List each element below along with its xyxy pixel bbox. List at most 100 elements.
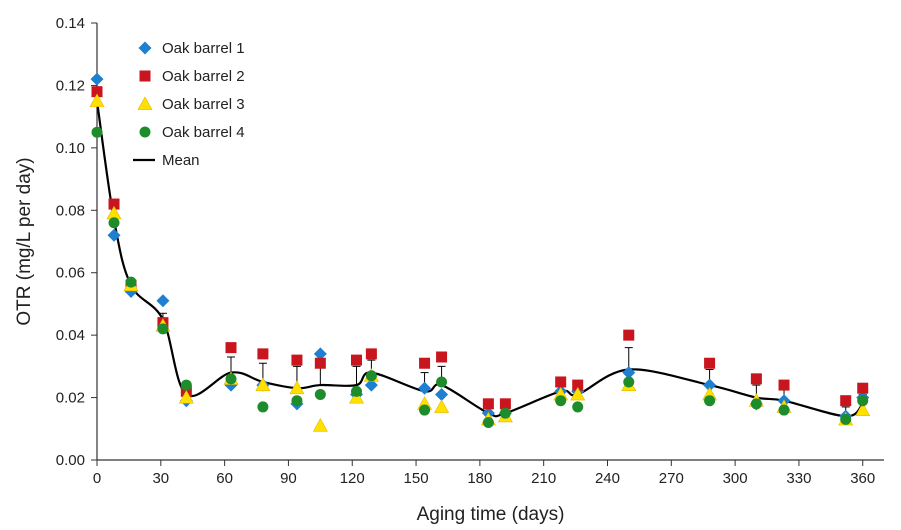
data-point [350,354,362,366]
data-point [855,402,871,416]
data-point [291,354,303,366]
series-4 [91,126,869,429]
y-tick-label: 0.14 [56,15,85,32]
legend-label: Oak barrel 3 [162,96,245,113]
x-tick-label: 210 [531,470,556,487]
data-point [365,370,377,382]
data-point [436,376,448,388]
data-point [572,379,584,391]
data-point [482,398,494,410]
legend-swatch [137,96,153,110]
x-axis-title: Aging time (days) [417,504,565,525]
data-point [704,357,716,369]
data-point [291,395,303,407]
data-point [435,387,449,401]
data-point [570,386,586,401]
x-tick-label: 360 [850,470,875,487]
data-point [108,217,120,229]
y-tick-label: 0.02 [56,390,85,407]
data-point [257,348,269,360]
data-point [313,347,327,361]
x-tick-label: 150 [404,470,429,487]
x-tick-label: 90 [280,470,297,487]
data-point [418,381,432,395]
x-tick-label: 180 [467,470,492,487]
x-tick-label: 240 [595,470,620,487]
legend-label: Mean [162,152,200,169]
data-point [365,348,377,360]
data-point [555,395,567,407]
data-point [157,323,169,335]
data-point [255,377,271,391]
legend-label: Oak barrel 4 [162,124,245,141]
y-tick-label: 0.04 [56,327,85,344]
y-tick-label: 0.00 [56,452,85,469]
legend-swatch [138,41,152,55]
data-point [180,379,192,391]
y-tick-label: 0.12 [56,77,85,94]
x-tick-label: 60 [216,470,233,487]
data-point [314,357,326,369]
data-point [350,385,362,397]
data-point [312,418,328,432]
data-point [434,399,450,413]
data-point [314,388,326,400]
mean-line [95,100,864,418]
data-point [750,373,762,385]
y-tick-label: 0.08 [56,202,85,219]
data-point [91,86,103,98]
legend-swatch [139,70,151,82]
data-point [857,382,869,394]
data-point [703,378,717,392]
data-point [156,294,170,308]
x-tick-label: 120 [340,470,365,487]
x-tick-label: 330 [786,470,811,487]
data-point [622,366,636,380]
data-point [225,342,237,354]
data-point [857,395,869,407]
legend-label: Oak barrel 2 [162,68,245,85]
data-point [482,417,494,429]
mean-line-group [95,100,864,418]
data-point [257,401,269,413]
y-tick-label: 0.10 [56,140,85,157]
data-markers [89,72,871,432]
data-point [91,126,103,138]
legend-swatch [139,126,151,138]
data-point [778,379,790,391]
data-point [840,413,852,425]
data-point [499,398,511,410]
data-point [90,72,104,86]
data-point [778,404,790,416]
data-point [289,380,305,395]
legend-label: Oak barrel 1 [162,40,245,57]
data-point [225,373,237,385]
data-point [364,378,378,392]
data-point [623,329,635,341]
data-point [419,357,431,369]
data-point [840,395,852,407]
data-point [125,276,137,288]
data-point [499,407,511,419]
x-tick-label: 270 [659,470,684,487]
data-point [348,389,365,404]
legend: Oak barrel 1 Oak barrel 2 Oak barrel 3 Oak … [133,40,245,169]
axes: 0.00 0.02 0.04 0.06 0.08 0.10 0.12 0.14 0 30 60 90 1… [56,15,884,487]
data-point [750,398,762,410]
data-point [89,93,105,107]
data-point [107,228,121,242]
x-tick-label: 30 [152,470,169,487]
data-point [178,389,194,404]
data-point [704,395,716,407]
data-point [108,198,120,210]
x-tick-label: 300 [723,470,748,487]
data-point [436,351,448,363]
y-axis-title: OTR (mg/L per day) [14,157,35,325]
y-tick-label: 0.06 [56,265,85,282]
x-tick-label: 0 [93,470,101,487]
data-point [572,401,584,413]
data-point [623,376,635,388]
data-point [555,376,567,388]
data-point [419,404,431,416]
